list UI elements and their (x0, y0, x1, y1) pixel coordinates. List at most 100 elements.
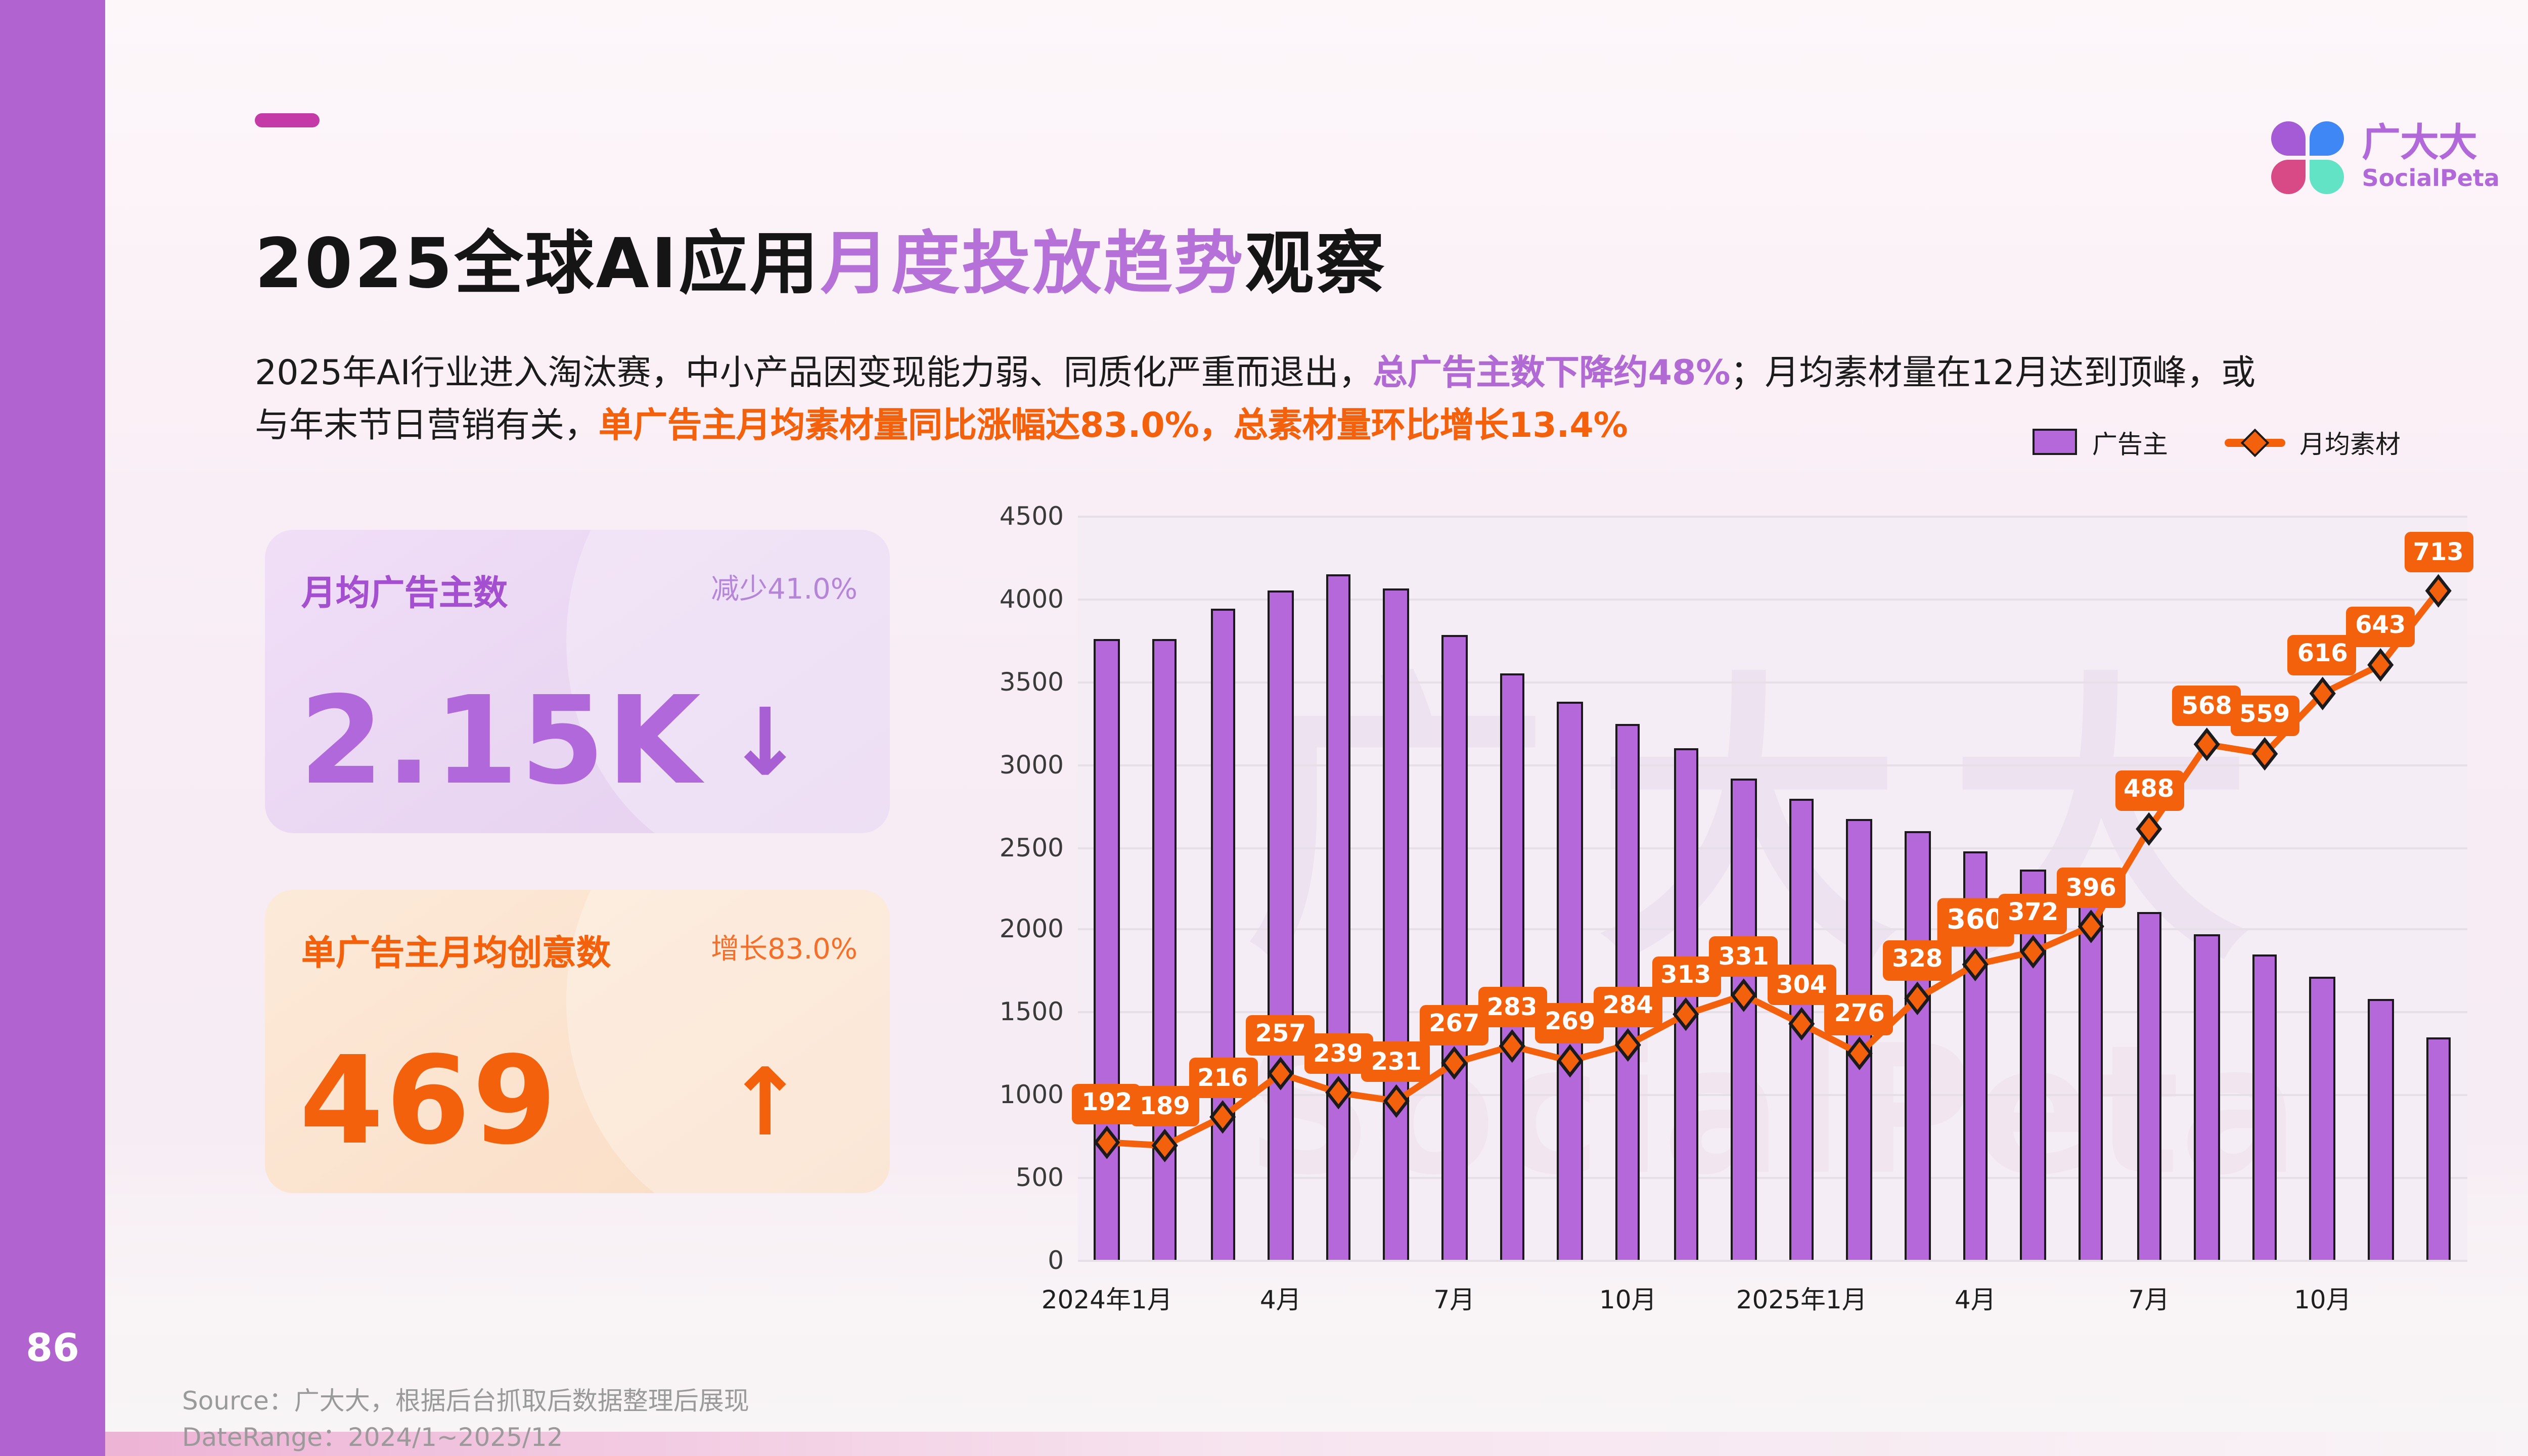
y-axis-tick-label: 1500 (999, 996, 1064, 1027)
line-value-label-2024/8: 283 (1477, 987, 1547, 1028)
advertiser-bar-2025/8 (2194, 934, 2220, 1260)
line-value-label-2024/4: 257 (1246, 1015, 1315, 1056)
x-axis-tick-label: 2024年1月 (1041, 1284, 1172, 1314)
advertiser-bar-2024/3 (1210, 608, 1236, 1260)
line-marker-diamond-icon (1673, 997, 1699, 1031)
logo-brand-name: 广大大 (2362, 121, 2477, 166)
y-axis: 0 500 1000 1500 2000 2500 3000 3500 4000 4500 (967, 500, 1064, 1275)
title-segment-2: 观察 (1245, 224, 1387, 305)
line-value-label-2025/5: 372 (1999, 893, 2068, 934)
line-marker-diamond-icon (1846, 1036, 1873, 1070)
intro-paragraph: 2025年AI行业进入淘汰赛，中小产品因变现能力弱、同质化严重而退出，总广告主数… (255, 350, 2479, 453)
line-marker-diamond-icon (1209, 1100, 1236, 1134)
advertiser-bar-2024/7 (1441, 634, 1467, 1260)
advertiser-bar-2024/9 (1557, 701, 1583, 1260)
gridline (1078, 681, 2467, 684)
x-axis-tick-label: 10月 (2293, 1284, 2352, 1314)
advertiser-bar-2024/8 (1499, 672, 1525, 1260)
y-axis-tick-label: 500 (1015, 1162, 1064, 1193)
line-marker-diamond-icon (1094, 1125, 1120, 1159)
legend-item-line: 月均素材 (2224, 423, 2401, 461)
legend-label: 月均素材 (2299, 429, 2401, 459)
line-marker-diamond-icon (1614, 1028, 1641, 1062)
gridline (1078, 763, 2467, 766)
card-down-arrow-icon: ↓ (726, 688, 804, 797)
line-value-label-2024/12: 331 (1709, 936, 1778, 977)
line-marker-diamond-icon (1267, 1057, 1294, 1090)
intro-segment-4: 与年末节日营销有关， (255, 405, 599, 446)
line-marker-diamond-icon (2251, 737, 2278, 771)
line-marker-diamond-icon (1151, 1128, 1178, 1163)
y-axis-tick-label: 3000 (999, 748, 1064, 779)
card-change-note: 增长83.0% (711, 934, 857, 967)
line-value-label-2024/2: 189 (1130, 1086, 1199, 1127)
line-marker-diamond-icon (1383, 1084, 1410, 1118)
x-axis-tick-label: 2025年1月 (1736, 1284, 1867, 1314)
line-value-label-2025/6: 396 (2056, 868, 2126, 908)
title-segment-1: 月度投放趋势 (820, 224, 1245, 305)
advertiser-bar-2024/6 (1383, 588, 1409, 1260)
page-number: 86 (26, 1327, 79, 1371)
advertiser-bar-2025/9 (2252, 954, 2278, 1260)
x-axis-tick-label: 4月 (1259, 1284, 1301, 1314)
line-value-label-2025/12: 713 (2404, 532, 2473, 573)
footer-source: Source：广大大，根据后台抓取后数据整理后展现 DateRange：2024… (182, 1383, 749, 1456)
y-axis-tick-label: 2500 (999, 831, 1064, 862)
logo-brand-subtitle: SocialPeta (2362, 164, 2500, 193)
source-line: Source：广大大，根据后台抓取后数据整理后展现 (182, 1385, 749, 1416)
title-segment-0: 2025全球AI应用 (255, 224, 821, 305)
line-value-label-2025/10: 616 (2288, 634, 2357, 675)
y-axis-tick-label: 2000 (999, 914, 1064, 944)
line-marker-diamond-icon (1499, 1029, 1525, 1063)
line-value-label-2024/6: 231 (1362, 1042, 1431, 1083)
card-value: 469 (299, 1031, 559, 1173)
line-value-label-2025/2: 276 (1825, 994, 1894, 1035)
line-marker-diamond-icon (2020, 935, 2047, 969)
gridline (1078, 1094, 2467, 1097)
line-marker-diamond-icon (1325, 1075, 1352, 1110)
line-marker-diamond-icon (2136, 812, 2162, 846)
brand-logo: 广大大 SocialPeta (2271, 121, 2500, 194)
gridline (1078, 1260, 2467, 1262)
line-marker-diamond-icon (1557, 1044, 1584, 1078)
line-marker-diamond-icon (1962, 947, 1989, 981)
legend-line-diamond-icon (2224, 427, 2285, 457)
stat-card-orange: 单广告主月均创意数 增长83.0% 469 ↑ (265, 890, 890, 1193)
gridline (1078, 846, 2467, 849)
line-marker-diamond-icon (1730, 978, 1757, 1012)
chart-legend: 广告主 月均素材 (2033, 423, 2401, 461)
gridline (1078, 929, 2467, 931)
y-axis-tick-label: 4500 (999, 500, 1064, 531)
advertiser-bar-2024/5 (1326, 575, 1351, 1260)
line-value-label-2025/11: 643 (2346, 606, 2415, 647)
card-change-note: 减少41.0% (711, 574, 857, 607)
logo-petal-teal (2309, 160, 2344, 194)
line-value-label-2024/7: 267 (1420, 1004, 1489, 1045)
line-marker-diamond-icon (2367, 648, 2394, 682)
intro-segment-2: ；月均素材量在12月达到顶峰，或 (1730, 354, 2255, 394)
line-value-label-2024/1: 192 (1072, 1083, 1142, 1124)
stat-card-purple: 月均广告主数 减少41.0% 2.15K ↓ (265, 530, 890, 833)
legend-bar-swatch-icon (2033, 429, 2078, 455)
advertiser-bar-2025/7 (2136, 913, 2162, 1260)
x-axis-tick-label: 10月 (1599, 1284, 1657, 1314)
bottom-gradient-band (105, 1432, 2528, 1456)
line-value-label-2025/8: 568 (2172, 686, 2241, 726)
intro-segment-5: 单广告主月均素材量同比涨幅达83.0%，总素材量环比增长13.4% (599, 405, 1628, 446)
advertiser-bar-2025/12 (2425, 1036, 2451, 1260)
gridline (1078, 1177, 2467, 1179)
line-value-label-2024/5: 239 (1304, 1034, 1373, 1075)
logo-petal-blue (2309, 121, 2344, 156)
x-axis-tick-label: 7月 (2128, 1284, 2170, 1314)
line-marker-diamond-icon (2425, 574, 2452, 608)
logo-text: 广大大 SocialPeta (2362, 121, 2500, 193)
logo-petal-pink (2271, 160, 2306, 194)
line-value-label-2025/9: 559 (2230, 695, 2299, 736)
gridline (1078, 516, 2467, 518)
line-value-label-2024/9: 269 (1536, 1002, 1605, 1043)
line-value-label-2024/11: 313 (1651, 956, 1721, 996)
card-title: 月均广告主数 (301, 574, 508, 615)
legend-label: 广告主 (2092, 429, 2168, 459)
card-up-arrow-icon: ↑ (726, 1048, 804, 1157)
page-title: 2025全球AI应用月度投放趋势观察 (255, 208, 1386, 307)
